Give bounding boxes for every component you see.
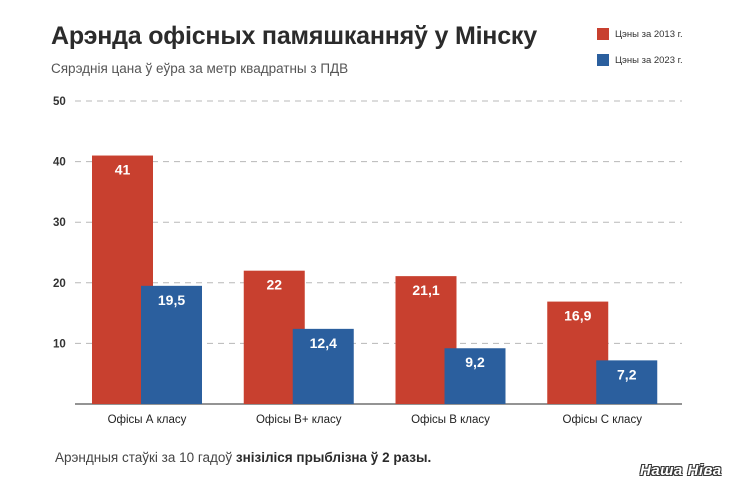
bar-value-label: 9,2: [465, 354, 485, 370]
legend-label-2013: Цэны за 2013 г.: [615, 28, 683, 40]
legend: Цэны за 2013 г. Цэны за 2023 г.: [597, 27, 683, 79]
y-tick-label-30: 30: [53, 217, 66, 229]
bar-value-label: 16,9: [564, 308, 591, 324]
bar-value-label: 41: [115, 162, 131, 178]
x-category-label-2: Офісы В класу: [411, 414, 490, 426]
footnote: Арэндныя стаўкі за 10 гадоў знізіліся пр…: [55, 450, 431, 465]
y-tick-label-40: 40: [53, 157, 66, 169]
bar-2023-2: [444, 348, 506, 404]
y-tick-label-10: 10: [53, 338, 66, 350]
bar-value-label: 12,4: [310, 335, 337, 351]
x-category-label-3: Офісы С класу: [563, 414, 643, 426]
legend-swatch-2023: [597, 54, 609, 66]
bar-2023-1: [292, 328, 354, 404]
legend-item-2013: Цэны за 2013 г.: [597, 27, 683, 41]
bar-2023-0: [141, 285, 202, 404]
chart-title: Арэнда офісных памяшканняў у Мінску: [51, 22, 537, 50]
y-tick-label-20: 20: [53, 278, 66, 290]
bar-2023-3: [596, 360, 658, 404]
nasha-niva-logo: Наша Ніва: [640, 462, 722, 479]
bar-value-label: 21,1: [412, 282, 439, 298]
bar-value-label: 19,5: [158, 292, 185, 308]
bar-value-label: 7,2: [617, 366, 637, 382]
legend-label-2023: Цэны за 2023 г.: [615, 54, 683, 66]
x-category-label-1: Офісы В+ класу: [256, 414, 342, 426]
footnote-text: Арэндныя стаўкі за 10 гадоў: [55, 450, 236, 465]
x-category-label-0: Офісы А класу: [108, 414, 187, 426]
footnote-emphasis: знізіліся прыблізна ў 2 разы.: [235, 450, 432, 465]
chart-subtitle: Сярэднія цана ў еўра за метр квадратны з…: [51, 61, 349, 76]
bar-value-label: 22: [266, 277, 282, 293]
legend-item-2023: Цэны за 2023 г.: [597, 53, 683, 67]
legend-swatch-2013: [597, 28, 609, 40]
y-tick-label-50: 50: [53, 96, 66, 108]
